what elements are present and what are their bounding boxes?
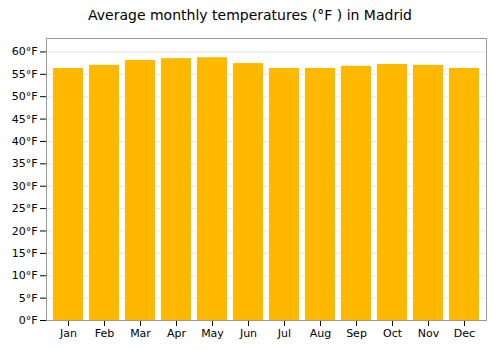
svg-text:Nov: Nov xyxy=(418,327,440,340)
svg-text:45°F: 45°F xyxy=(12,113,38,126)
svg-text:Jun: Jun xyxy=(239,327,257,340)
svg-text:Sep: Sep xyxy=(346,327,367,340)
html-text:Average monthly temperatures (: Average monthly temperatures (°F ) in Ma… xyxy=(88,7,412,23)
svg-text:50°F: 50°F xyxy=(12,90,38,103)
svg-text:25°F: 25°F xyxy=(12,202,38,215)
svg-text:Apr: Apr xyxy=(167,327,187,340)
svg-text:May: May xyxy=(201,327,224,340)
svg-text:Feb: Feb xyxy=(95,327,114,340)
svg-text:35°F: 35°F xyxy=(12,157,38,170)
svg-text:10°F: 10°F xyxy=(12,269,38,282)
svg-text:Jan: Jan xyxy=(59,327,77,340)
svg-text:0°F: 0°F xyxy=(19,314,38,327)
svg-text:Dec: Dec xyxy=(454,327,475,340)
svg-text:Mar: Mar xyxy=(130,327,151,340)
svg-text:Aug: Aug xyxy=(310,327,331,340)
svg-text:Jul: Jul xyxy=(277,327,291,340)
svg-text:40°F: 40°F xyxy=(12,135,38,148)
svg-text:55°F: 55°F xyxy=(12,68,38,81)
svg-text:60°F: 60°F xyxy=(12,45,38,58)
svg-text:20°F: 20°F xyxy=(12,224,38,237)
svg-text:5°F: 5°F xyxy=(19,292,38,305)
svg-text:15°F: 15°F xyxy=(12,247,38,260)
svg-text:Oct: Oct xyxy=(383,327,403,340)
svg-text:30°F: 30°F xyxy=(12,180,38,193)
